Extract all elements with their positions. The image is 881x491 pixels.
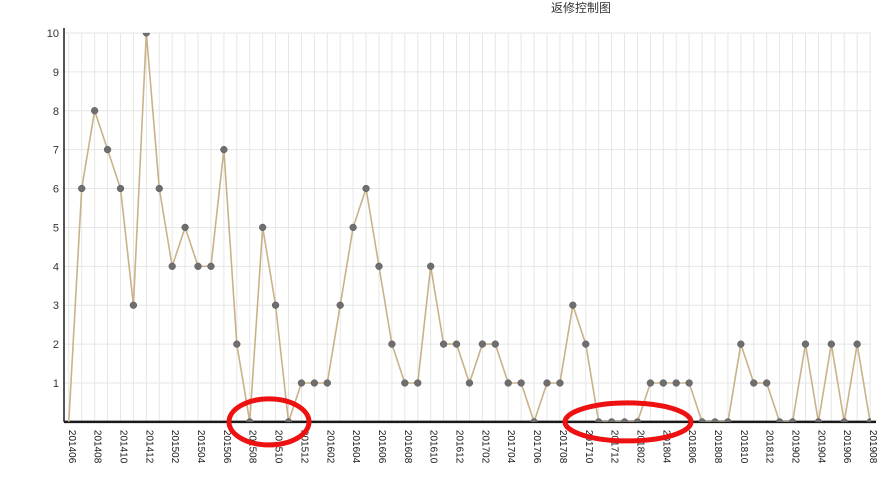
svg-text:201904: 201904: [815, 430, 826, 464]
svg-text:201606: 201606: [376, 430, 387, 464]
svg-text:201410: 201410: [118, 430, 129, 464]
svg-text:201902: 201902: [790, 430, 801, 464]
svg-text:201412: 201412: [143, 430, 154, 464]
svg-text:201502: 201502: [169, 430, 180, 464]
svg-text:8: 8: [53, 106, 59, 118]
svg-text:201508: 201508: [247, 430, 258, 464]
svg-text:201708: 201708: [557, 430, 568, 464]
svg-text:2: 2: [53, 339, 59, 351]
svg-text:201712: 201712: [609, 430, 620, 464]
svg-text:201806: 201806: [686, 430, 697, 464]
svg-text:201406: 201406: [66, 430, 77, 464]
svg-text:201608: 201608: [402, 430, 413, 464]
svg-text:10: 10: [47, 28, 59, 40]
svg-text:201908: 201908: [867, 430, 878, 464]
svg-text:201704: 201704: [505, 430, 516, 464]
svg-text:6: 6: [53, 184, 59, 196]
svg-text:201812: 201812: [764, 430, 775, 464]
svg-text:201810: 201810: [738, 430, 749, 464]
svg-text:1: 1: [53, 378, 59, 390]
svg-text:201506: 201506: [221, 430, 232, 464]
svg-text:201706: 201706: [531, 430, 542, 464]
svg-text:201808: 201808: [712, 430, 723, 464]
svg-text:201610: 201610: [428, 430, 439, 464]
svg-text:返修控制图: 返修控制图: [551, 0, 611, 15]
svg-text:201802: 201802: [634, 430, 645, 464]
svg-text:201602: 201602: [324, 430, 335, 464]
svg-text:5: 5: [53, 222, 59, 234]
svg-text:201408: 201408: [92, 430, 103, 464]
svg-text:201906: 201906: [841, 430, 852, 464]
svg-text:4: 4: [53, 261, 59, 273]
svg-text:9: 9: [53, 67, 59, 79]
svg-text:201504: 201504: [195, 430, 206, 464]
svg-text:201612: 201612: [454, 430, 465, 464]
svg-text:3: 3: [53, 300, 59, 312]
svg-text:7: 7: [53, 145, 59, 157]
svg-text:201604: 201604: [350, 430, 361, 464]
svg-text:201702: 201702: [479, 430, 490, 464]
